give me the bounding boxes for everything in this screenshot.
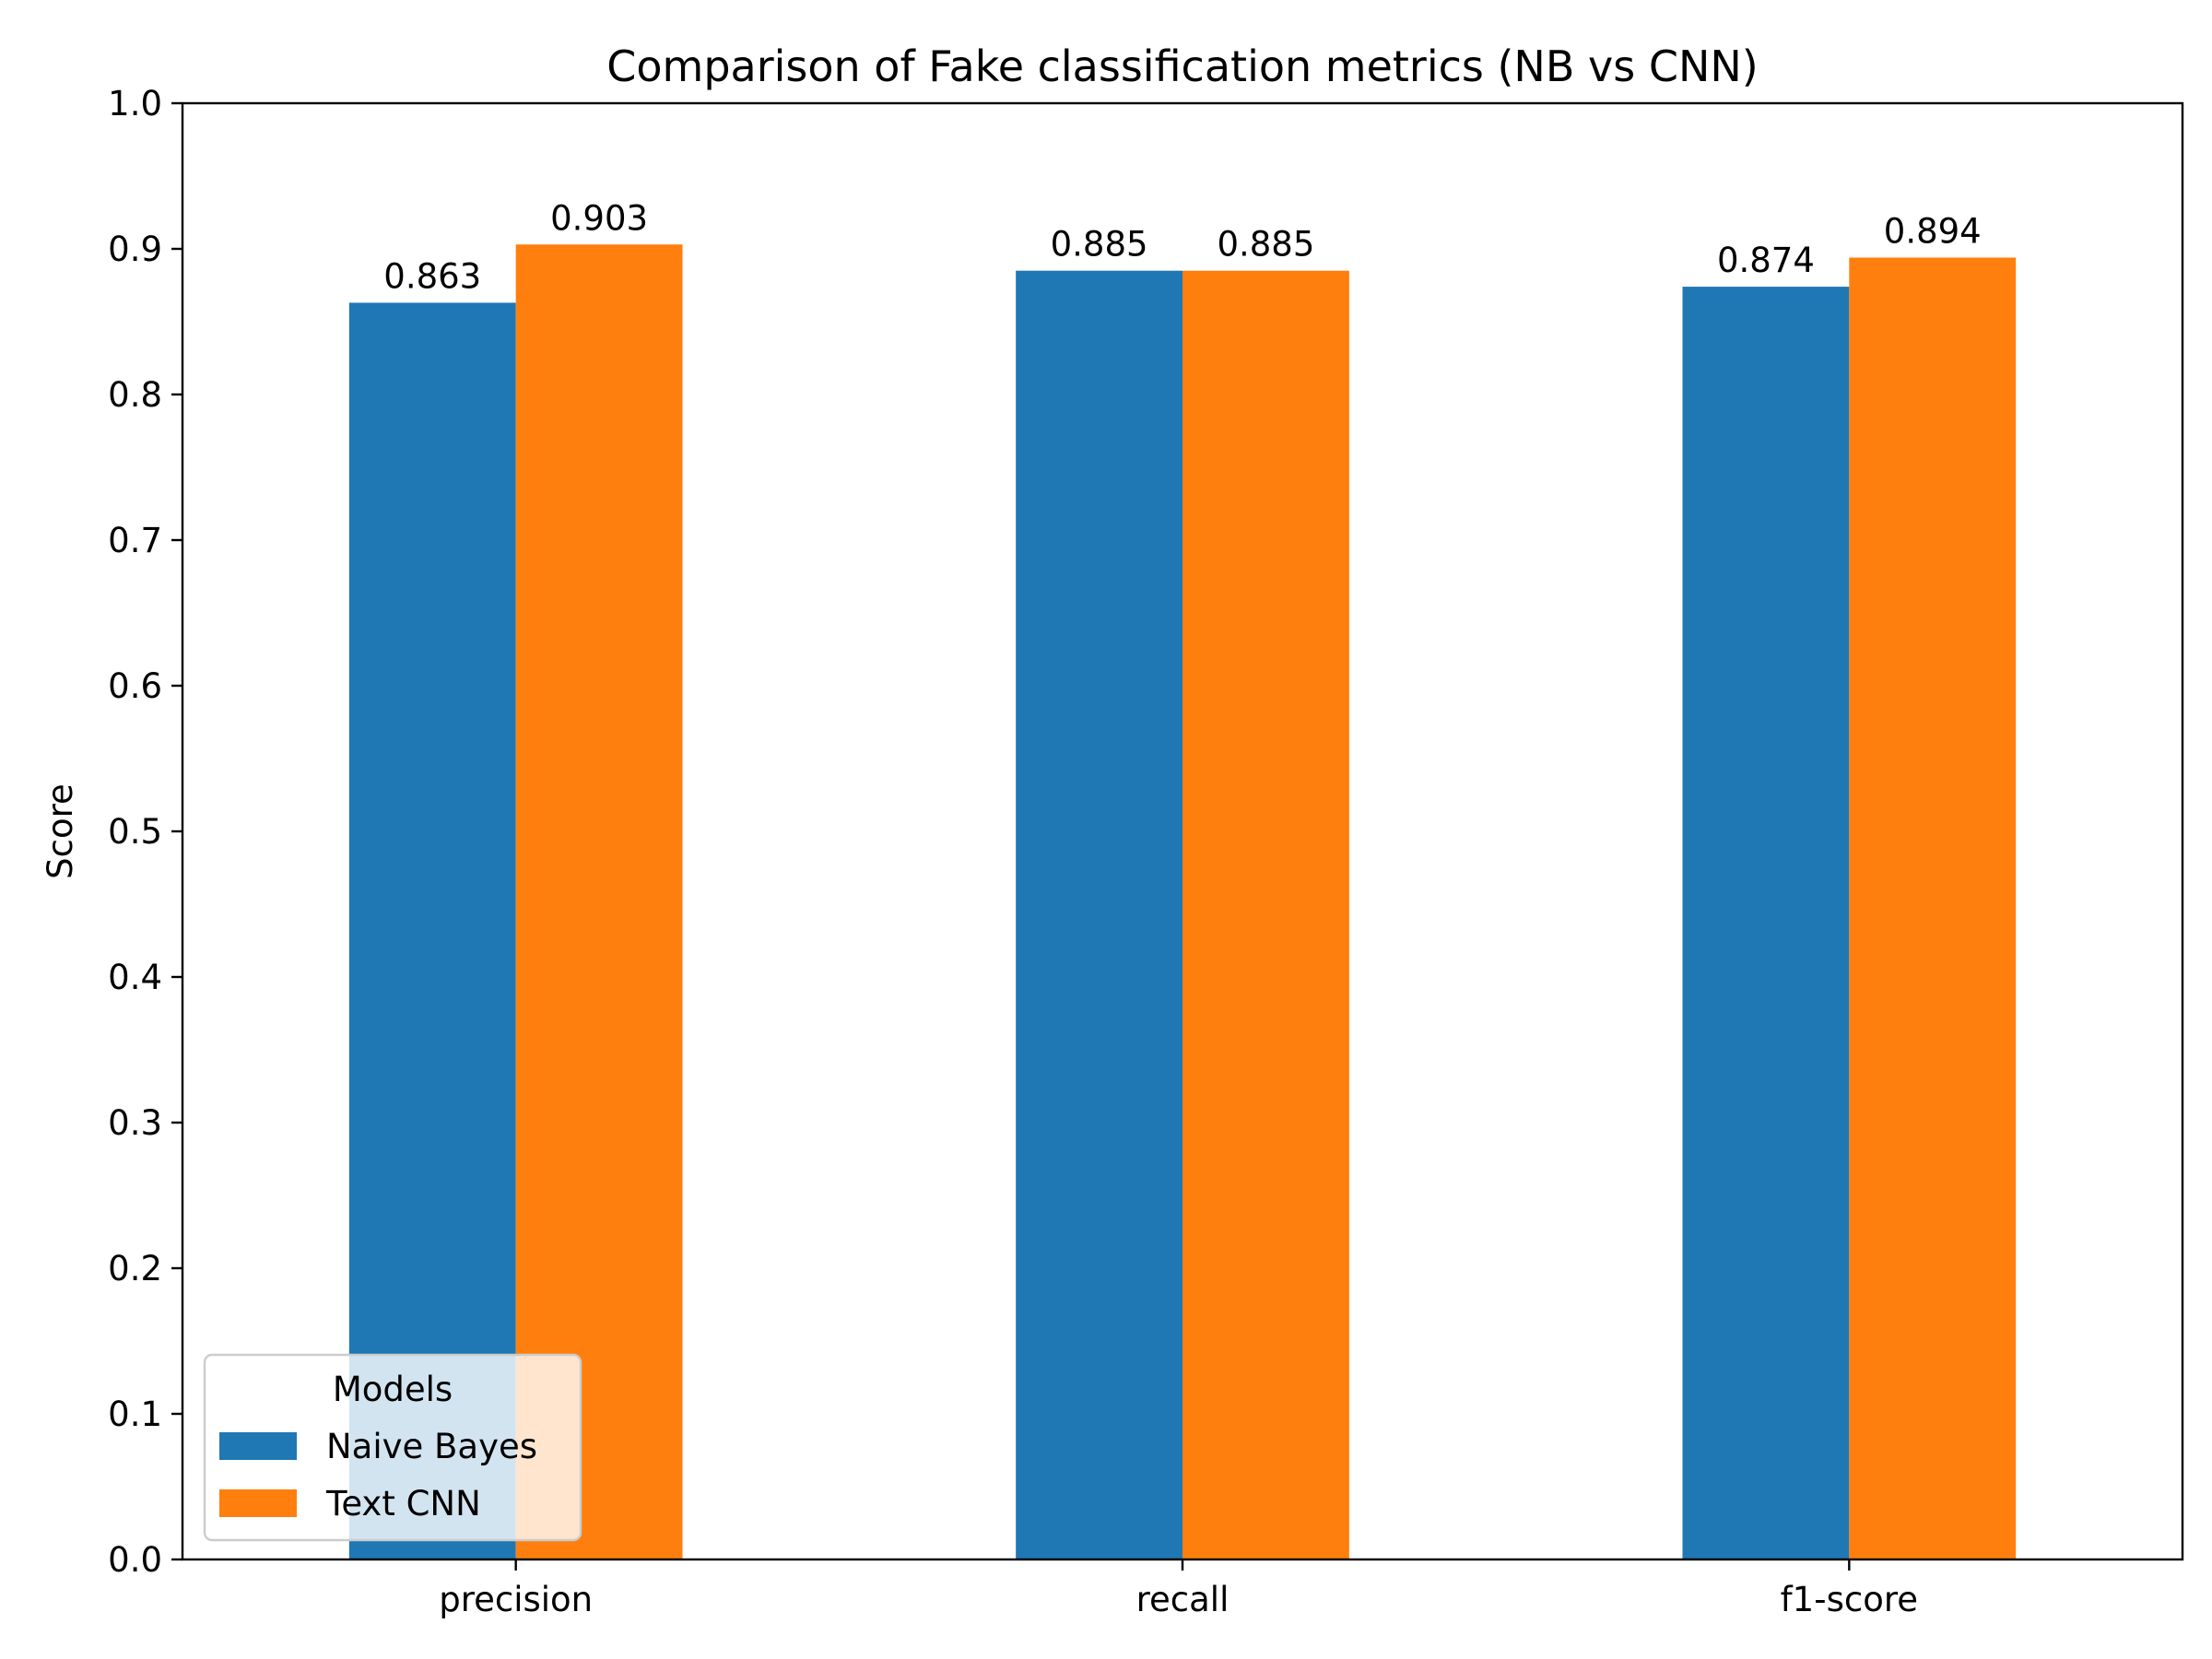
bars-layer bbox=[348, 244, 2017, 1560]
bar-value-label: 0.885 bbox=[1217, 225, 1314, 265]
bar-text-cnn-recall bbox=[1182, 270, 1349, 1560]
y-tick-label: 0.4 bbox=[108, 958, 162, 997]
bar-value-label: 0.863 bbox=[383, 256, 481, 296]
y-tick-label: 0.9 bbox=[108, 229, 162, 269]
x-tick-label: recall bbox=[1136, 1580, 1230, 1619]
y-tick-label: 0.0 bbox=[108, 1540, 162, 1580]
chart-title: Comparison of Fake classification metric… bbox=[606, 41, 1758, 91]
legend-swatch-text-cnn bbox=[219, 1489, 297, 1517]
y-tick-label: 0.7 bbox=[108, 521, 162, 560]
y-tick-label: 0.3 bbox=[108, 1103, 162, 1143]
y-tick-label: 0.2 bbox=[108, 1249, 162, 1288]
y-tick-label: 0.1 bbox=[108, 1394, 162, 1434]
y-tick-label: 1.0 bbox=[108, 84, 162, 124]
y-axis-label: Score bbox=[41, 783, 80, 879]
bar-naive-bayes-recall bbox=[1016, 270, 1182, 1560]
y-tick-label: 0.6 bbox=[108, 666, 162, 706]
bar-value-label: 0.885 bbox=[1051, 225, 1148, 265]
bar-naive-bayes-f1-score bbox=[1682, 287, 1850, 1560]
legend: Models Naive Bayes Text CNN bbox=[203, 1353, 582, 1542]
bar-value-label: 0.903 bbox=[550, 198, 648, 238]
bar-value-label: 0.894 bbox=[1884, 211, 1982, 251]
legend-box bbox=[203, 1353, 582, 1542]
bar-text-cnn-f1-score bbox=[1849, 257, 2017, 1560]
x-tick-label: precision bbox=[439, 1580, 593, 1619]
legend-label: Text CNN bbox=[325, 1484, 481, 1524]
legend-label: Naive Bayes bbox=[326, 1427, 537, 1466]
x-tick-label: f1-score bbox=[1781, 1580, 1918, 1619]
y-tick-label: 0.8 bbox=[108, 375, 162, 415]
legend-title: Models bbox=[333, 1370, 453, 1409]
legend-swatch-naive-bayes bbox=[219, 1432, 297, 1460]
labels-layer: 0.863 0.903 0.885 0.885 0.874 0.894 bbox=[383, 198, 1981, 296]
bar-value-label: 0.874 bbox=[1717, 241, 1815, 280]
bar-text-cnn-precision bbox=[515, 244, 683, 1559]
bar-naive-bayes-precision bbox=[348, 302, 516, 1560]
y-tick-label: 0.5 bbox=[108, 812, 162, 852]
axes-layer: 0.0 0.1 0.2 0.3 0.4 0.5 0.6 0.7 0.8 0.9 1.0 precisi… bbox=[108, 84, 2184, 1619]
